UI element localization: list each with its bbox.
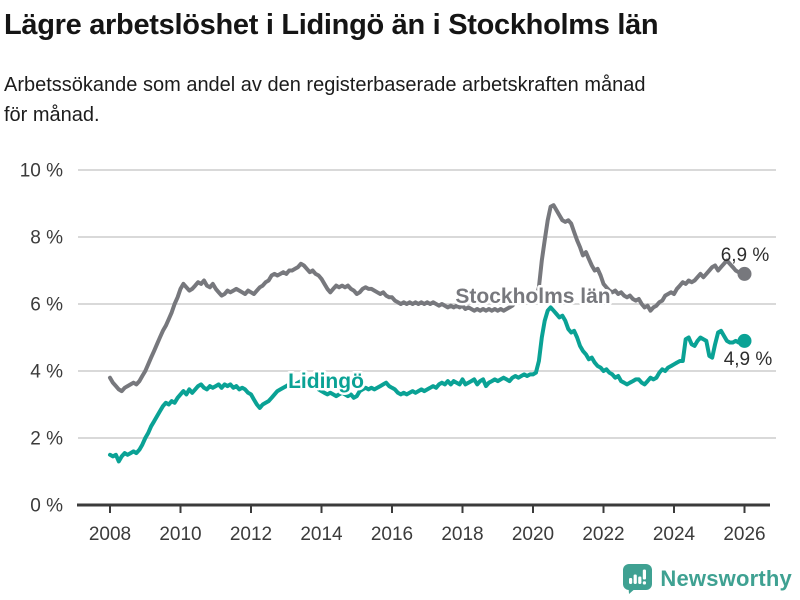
- y-tick-label: 8 %: [30, 228, 63, 249]
- y-tick-label: 2 %: [30, 429, 63, 450]
- x-tick-label: 2026: [723, 524, 765, 545]
- y-tick-label: 10 %: [20, 161, 63, 182]
- newsworthy-brand: Newsworthy: [623, 564, 792, 594]
- y-tick-label: 0 %: [30, 496, 63, 517]
- chart-subtitle-line-1: Arbetssökande som andel av den registerb…: [4, 74, 646, 96]
- end-value-label-liding: 4,9 %: [724, 349, 773, 370]
- x-tick-label: 2018: [441, 524, 483, 545]
- chart-subtitle: Arbetssökande som andel av den registerb…: [4, 70, 794, 130]
- series-label-stockholms-l-n: Stockholms län: [455, 285, 610, 308]
- newsworthy-logo-icon: [623, 564, 653, 594]
- x-tick-label: 2022: [582, 524, 624, 545]
- series-label-liding: Lidingö: [288, 370, 364, 393]
- x-tick-label: 2020: [512, 524, 554, 545]
- x-tick-label: 2012: [230, 524, 272, 545]
- y-tick-label: 4 %: [30, 362, 63, 383]
- x-tick-label: 2024: [653, 524, 696, 545]
- end-value-label-stockholms-l-n: 6,9 %: [721, 245, 770, 266]
- line-liding: [108, 305, 747, 464]
- page-title: Lägre arbetslöshet i Lidingö än i Stockh…: [4, 9, 659, 41]
- x-tick-label: 2010: [159, 524, 201, 545]
- end-dot-liding: [737, 333, 752, 348]
- end-dot-stockholms-l-n: [737, 266, 752, 281]
- x-tick-label: 2014: [300, 524, 343, 545]
- x-tick-label: 2008: [89, 524, 131, 545]
- line-stockholms-l-n: [108, 203, 747, 394]
- x-tick-label: 2016: [371, 524, 413, 545]
- chart-subtitle-line-2: för månad.: [4, 104, 100, 126]
- newsworthy-wordmark: Newsworthy: [660, 566, 792, 591]
- y-tick-label: 6 %: [30, 295, 63, 316]
